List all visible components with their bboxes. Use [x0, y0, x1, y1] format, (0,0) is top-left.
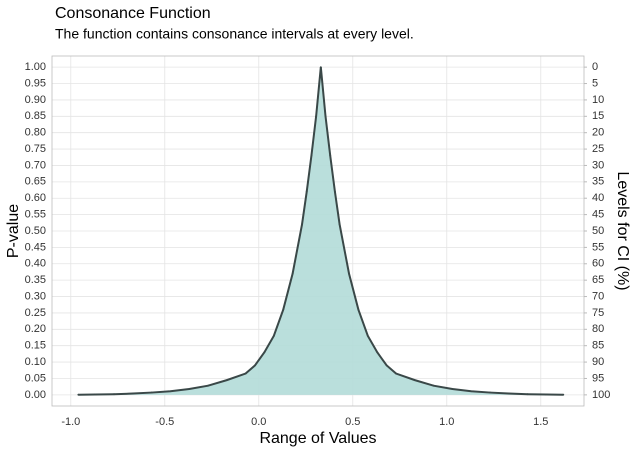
point: [310, 154, 313, 157]
x-tick-label: 1.0: [439, 416, 454, 428]
y-tick-label: 1.00: [25, 61, 46, 73]
y2-tick-label: 20: [592, 127, 604, 139]
y2-tick-label: 50: [592, 225, 604, 237]
point: [301, 223, 303, 226]
y-tick-label: 0.35: [25, 274, 46, 286]
y2-tick-label: 35: [592, 176, 604, 188]
y-tick-label: 0.10: [25, 356, 46, 368]
point: [324, 115, 327, 118]
y2-tick-label: 90: [592, 356, 604, 368]
y-tick-label: 0.60: [25, 192, 46, 204]
y2-tick-label: 85: [592, 340, 604, 352]
point: [451, 388, 454, 390]
point: [319, 66, 322, 69]
y2-tick-label: 40: [592, 192, 604, 204]
y2-axis-label: Levels for CI (%): [614, 171, 631, 290]
y-tick-label: 0.95: [25, 77, 46, 89]
x-tick-label: -1.0: [61, 416, 80, 428]
y2-tick-label: 5: [592, 77, 598, 89]
x-axis-label: Range of Values: [259, 430, 376, 447]
point: [150, 391, 153, 394]
point: [291, 272, 294, 275]
point: [470, 390, 473, 393]
y2-tick-label: 80: [592, 323, 604, 335]
point: [263, 351, 266, 354]
point: [366, 334, 369, 337]
y-tick-label: 0.25: [25, 307, 46, 319]
area-fill: [78, 67, 564, 395]
point: [376, 351, 379, 354]
y2-tick-label: 15: [592, 110, 604, 122]
y-tick-label: 0.15: [25, 340, 46, 352]
point: [507, 392, 510, 395]
point: [272, 334, 275, 337]
x-tick-label: -0.5: [155, 416, 174, 428]
y-axis-label: P-value: [5, 204, 22, 258]
chart-title: Consonance Function: [55, 5, 211, 22]
y-tick-label: 0.85: [25, 110, 46, 122]
y2-tick-label: 70: [592, 290, 604, 302]
point: [315, 115, 318, 118]
y-tick-label: 0.55: [25, 209, 46, 221]
point: [77, 393, 80, 396]
x-tick-label: 0.5: [345, 416, 360, 428]
point: [254, 364, 256, 367]
point: [385, 364, 388, 367]
x-tick-label: 0.0: [251, 416, 266, 428]
point: [526, 393, 529, 396]
point: [131, 392, 134, 395]
y-tick-label: 0.05: [25, 372, 46, 384]
chart-subtitle: The function contains consonance interva…: [55, 26, 414, 42]
y2-tick-label: 25: [592, 143, 604, 155]
y-tick-label: 0.30: [25, 290, 46, 302]
point: [225, 379, 228, 382]
point: [244, 372, 247, 375]
point: [94, 393, 97, 396]
y-tick-label: 0.75: [25, 143, 46, 155]
point: [348, 272, 350, 275]
y-tick-label: 0.90: [25, 94, 46, 106]
y2-tick-label: 30: [592, 159, 604, 171]
point: [334, 190, 336, 193]
point: [545, 393, 548, 396]
y2-tick-label: 0: [592, 61, 598, 73]
point: [188, 388, 191, 390]
point: [489, 391, 491, 394]
point: [395, 372, 397, 375]
point: [282, 308, 285, 311]
point: [169, 390, 172, 393]
point: [338, 223, 341, 226]
point: [357, 308, 360, 311]
y-tick-label: 0.20: [25, 323, 46, 335]
y-tick-label: 0.40: [25, 258, 46, 270]
point: [207, 384, 209, 387]
y-tick-label: 0.65: [25, 176, 46, 188]
x-tick-label: 1.5: [533, 416, 548, 428]
y2-tick-label: 65: [592, 274, 604, 286]
y2-tick-label: 55: [592, 241, 604, 253]
y-tick-label: 0.00: [25, 389, 46, 401]
point: [113, 393, 115, 396]
y2-tick-label: 60: [592, 258, 604, 270]
y-tick-label: 0.45: [25, 241, 46, 253]
y-tick-label: 0.70: [25, 159, 46, 171]
point: [413, 379, 416, 382]
point: [305, 190, 308, 193]
y2-tick-label: 100: [592, 389, 610, 401]
y2-tick-label: 10: [592, 94, 604, 106]
y-tick-label: 0.50: [25, 225, 46, 237]
y2-tick-label: 75: [592, 307, 604, 319]
point: [329, 154, 332, 157]
point: [432, 384, 435, 387]
y2-tick-label: 95: [592, 372, 604, 384]
point: [562, 393, 565, 396]
y-tick-label: 0.80: [25, 127, 46, 139]
y2-tick-label: 45: [592, 209, 604, 221]
